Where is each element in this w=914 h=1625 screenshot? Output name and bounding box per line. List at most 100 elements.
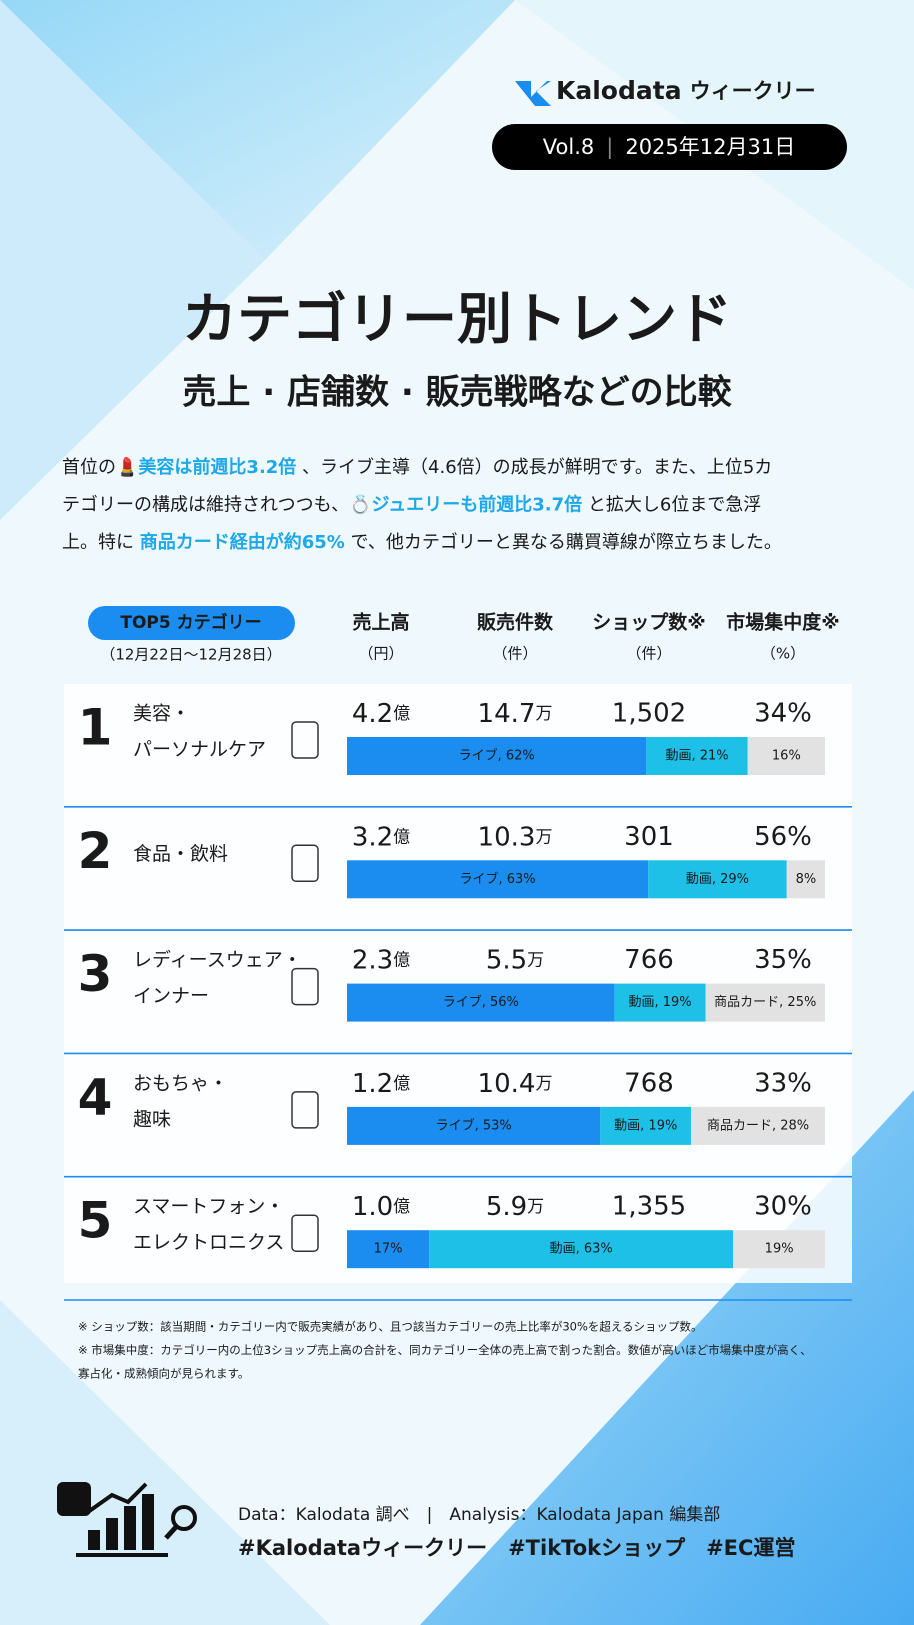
paragraph-text: で、他カテゴリーと異なる購買導線が際立ちました。 — [345, 532, 782, 553]
bar-segment — [648, 860, 787, 899]
bar-label: 動画, 19% — [629, 995, 692, 1010]
metric-unit: 億 — [393, 951, 410, 971]
metric-unit: 万 — [527, 951, 544, 971]
metric-unit: 億 — [393, 1197, 410, 1217]
footnote: ※ ショップ数：該当期間・カテゴリー内で販売実績があり、且つ該当カテゴリーの売上… — [78, 1320, 703, 1334]
rank: 4 — [78, 1068, 113, 1126]
paragraph-text: 、ライブ主導（4.6倍）の成長が鮮明です。また、上位5カ — [296, 456, 772, 478]
bar-segment — [347, 1106, 601, 1145]
table-bg — [64, 684, 852, 1283]
bar-segment — [705, 983, 825, 1022]
metric: 56% — [754, 822, 812, 852]
highlight: ジュエリーも前週比3.7倍 — [372, 494, 583, 516]
bar-label: 8% — [796, 872, 817, 887]
column-unit: （円） — [358, 645, 403, 663]
bar-label: 動画, 19% — [614, 1118, 677, 1133]
category-name: 趣味 — [133, 1108, 171, 1130]
column-label: ショップ数※ — [592, 611, 705, 634]
metric-value: 14.7 — [478, 699, 536, 729]
rank: 1 — [78, 699, 113, 757]
column-unit: （件） — [492, 645, 537, 663]
metric: 1.0億 — [352, 1192, 410, 1222]
rank: 5 — [78, 1192, 113, 1250]
metric-value: 5.9 — [486, 1192, 527, 1222]
metric: 34% — [754, 699, 812, 729]
column-unit: （件） — [626, 645, 671, 663]
issue-part: 2025年12月31日 — [625, 135, 795, 159]
metric: 4.2億 — [352, 699, 410, 729]
title: カテゴリー別トレンド — [182, 287, 732, 351]
metric-unit: 万 — [527, 1197, 544, 1217]
category-icon — [291, 844, 319, 883]
category-icon — [291, 721, 319, 759]
bar-segment — [747, 737, 825, 775]
bar-segment — [347, 737, 647, 775]
metric: 33% — [754, 1068, 812, 1098]
paragraph-text: テゴリーの構成は維持されつつも、💍 — [62, 494, 372, 516]
bg-shape — [0, 0, 515, 260]
category-name: パーソナルケア — [133, 739, 266, 761]
paragraph-line: 首位の💄美容は前週比3.2倍 、ライブ主導（4.6倍）の成長が鮮明です。また、上… — [62, 456, 772, 478]
footnote: ※ 市場集中度：カテゴリー内の上位3ショップ売上高の合計を、同カテゴリー全体の売… — [78, 1343, 812, 1357]
bar-label: 19% — [765, 1242, 794, 1257]
bar-segment — [347, 1230, 430, 1269]
paragraph-line: テゴリーの構成は維持されつつも、💍ジュエリーも前週比3.7倍 と拡大し6位まで急… — [62, 494, 761, 516]
paragraph-text: 上。特に — [62, 532, 140, 553]
metric: 1.2億 — [352, 1068, 410, 1098]
bar-label: 商品カード, 25% — [714, 995, 816, 1010]
bar-segment — [347, 860, 649, 899]
column-label: 売上高 — [352, 611, 409, 634]
bg-shape — [0, 1300, 330, 1625]
badge-pill — [88, 606, 295, 640]
column-label: 市場集中度※ — [726, 611, 839, 634]
bar-label: ライブ, 63% — [459, 871, 535, 887]
metric: 2.3億 — [352, 945, 410, 975]
category-name: インナー — [133, 985, 209, 1007]
issue: Vol.8 | 2025年12月31日 — [543, 135, 795, 160]
metric-unit: 万 — [535, 704, 552, 724]
metric: 766 — [624, 945, 674, 975]
column-unit: （%） — [761, 645, 805, 663]
paragraph-line: 上。特に 商品カード経由が約65% で、他カテゴリーと異なる購買導線が際立ちまし… — [62, 531, 782, 553]
category-name: エレクトロニクス — [133, 1232, 284, 1254]
metric-unit: 億 — [393, 704, 410, 724]
metric-value: 3.2 — [352, 822, 393, 852]
subtitle: 売上 · 店舗数 · 販売戦略などの比較 — [182, 373, 732, 413]
footer-icon — [57, 1482, 197, 1557]
paragraph-text: 首位の💄 — [62, 456, 138, 478]
metric: 30% — [754, 1192, 812, 1222]
brand-name: Kalodata — [556, 76, 682, 105]
category-name: レディースウェア・ — [133, 949, 302, 971]
metric-value: 5.5 — [486, 945, 527, 975]
metric-unit: 万 — [535, 1074, 552, 1094]
bar-segment — [691, 1106, 825, 1145]
bg-shape — [0, 0, 265, 520]
category-name: おもちゃ・ — [133, 1072, 228, 1094]
metric-value: 10.3 — [478, 822, 536, 852]
bar-label: 動画, 29% — [686, 872, 749, 887]
bar-segment — [733, 1230, 825, 1269]
metric-value: 4.2 — [352, 699, 393, 729]
category-name: 美容・ — [133, 703, 190, 725]
metric: 768 — [624, 1068, 674, 1098]
period: （12月22日～12月28日） — [100, 646, 281, 664]
metric-value: 1.0 — [352, 1192, 393, 1222]
metric: 10.4万 — [478, 1068, 553, 1098]
metric: 10.3万 — [478, 822, 553, 852]
category-icon — [291, 1091, 319, 1129]
metric: 5.9万 — [486, 1192, 544, 1222]
metric: 3.2億 — [352, 822, 410, 852]
bar-segment — [786, 860, 825, 899]
metric: 1,502 — [612, 699, 686, 729]
logo-mark — [515, 81, 551, 106]
metric-unit: 億 — [393, 1074, 410, 1094]
bar-label: 動画, 21% — [665, 749, 728, 764]
metric-unit: 万 — [535, 827, 552, 847]
column-label: 販売件数 — [477, 611, 554, 634]
metric-value: 2.3 — [352, 945, 393, 975]
bar-label: 17% — [374, 1242, 403, 1257]
footnote: 寡占化・成熟傾向が見られます。 — [78, 1367, 249, 1381]
issue-part: | — [606, 135, 613, 160]
bar-label: ライブ, 56% — [443, 994, 519, 1010]
